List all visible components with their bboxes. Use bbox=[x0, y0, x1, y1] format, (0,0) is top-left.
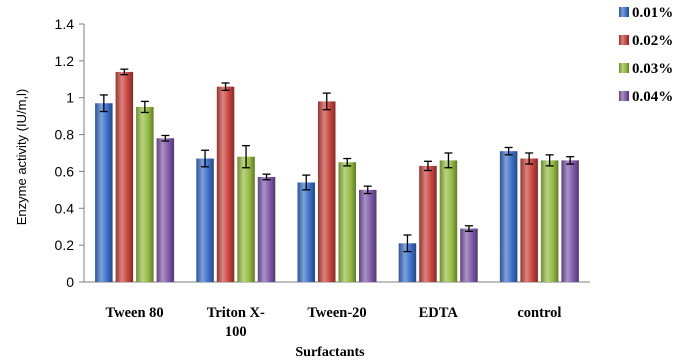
error-bar bbox=[262, 173, 271, 181]
legend-item: 0.02% bbox=[619, 33, 673, 49]
bar-0_04pct bbox=[561, 160, 579, 282]
bar-0_02pct bbox=[520, 158, 538, 282]
bar-0_03pct bbox=[540, 160, 559, 282]
error-bar bbox=[545, 154, 554, 167]
y-tick-label: 0.8 bbox=[55, 127, 75, 143]
error-bar bbox=[464, 225, 473, 232]
error-bar bbox=[423, 160, 432, 172]
error-bar bbox=[444, 152, 453, 169]
bar-0_03pct bbox=[237, 156, 255, 282]
bar-group bbox=[95, 68, 175, 283]
bar-group bbox=[398, 152, 478, 282]
bar-0_02pct bbox=[419, 165, 437, 282]
bar-group bbox=[297, 92, 377, 283]
y-tick-label: 0.2 bbox=[55, 237, 75, 253]
bar-0_02pct bbox=[115, 71, 134, 283]
bar-0_04pct bbox=[257, 176, 276, 282]
bar-0_04pct bbox=[359, 189, 377, 282]
x-category-label: EDTA bbox=[419, 305, 459, 321]
legend-label: 0.04% bbox=[632, 89, 673, 105]
y-tick-label: 1.2 bbox=[55, 53, 75, 69]
legend-swatch bbox=[619, 7, 629, 17]
y-axis-title: Enzyme activity (IU/m,l) bbox=[14, 89, 29, 226]
error-bar bbox=[120, 68, 129, 76]
error-bar bbox=[322, 92, 331, 111]
bar-0_04pct bbox=[460, 228, 478, 282]
error-bar bbox=[363, 185, 372, 195]
y-tick-label: 1.4 bbox=[55, 16, 75, 32]
error-bar bbox=[566, 156, 575, 165]
error-bar bbox=[525, 152, 534, 165]
x-category-label: Triton X- bbox=[207, 305, 265, 321]
error-bar bbox=[302, 174, 311, 191]
error-bar bbox=[403, 234, 412, 253]
bar-0_01pct bbox=[297, 182, 315, 282]
legend-label: 0.02% bbox=[632, 33, 673, 49]
error-bar bbox=[140, 100, 149, 114]
bar-0_04pct bbox=[156, 138, 175, 282]
error-bar bbox=[161, 134, 170, 142]
bar-0_01pct bbox=[398, 243, 417, 282]
x-axis-title: Surfactants bbox=[295, 345, 365, 360]
bar-group bbox=[499, 146, 579, 282]
bar-group bbox=[196, 82, 276, 283]
x-category-label: control bbox=[517, 305, 561, 321]
bar-0_03pct bbox=[439, 160, 458, 282]
error-bar bbox=[201, 149, 210, 168]
legend-item: 0.03% bbox=[619, 61, 673, 77]
bar-0_03pct bbox=[338, 162, 356, 282]
legend: 0.01% 0.02% 0.03% 0.04% bbox=[619, 5, 673, 105]
error-bar bbox=[343, 157, 352, 167]
axes: 0 0.2 0.4 0.6 0.8 1 1.2 1.4 Enzyme activity (IU/… bbox=[14, 16, 590, 290]
bars bbox=[95, 68, 579, 283]
legend-item: 0.01% bbox=[619, 5, 673, 21]
bar-0_01pct bbox=[499, 151, 518, 282]
bar-0_02pct bbox=[318, 101, 336, 283]
labels: Tween 80 Triton X- 100 Tween-20 EDTA control S… bbox=[106, 305, 562, 360]
legend-swatch bbox=[619, 63, 629, 73]
bar-0_01pct bbox=[95, 103, 113, 282]
legend-label: 0.03% bbox=[632, 61, 673, 77]
bar-0_03pct bbox=[136, 106, 154, 282]
x-category-label: Tween-20 bbox=[307, 305, 366, 321]
y-tick-label: 0 bbox=[66, 274, 74, 290]
legend-swatch bbox=[619, 91, 629, 101]
bar-0_02pct bbox=[216, 86, 235, 283]
error-bar bbox=[242, 144, 251, 169]
error-bar bbox=[221, 82, 230, 91]
error-bar bbox=[504, 146, 513, 156]
x-category-label: 100 bbox=[225, 324, 247, 340]
y-tick-label: 1 bbox=[66, 90, 74, 106]
y-tick-label: 0.6 bbox=[55, 163, 75, 179]
error-bar bbox=[99, 94, 108, 113]
bar-0_01pct bbox=[196, 158, 214, 282]
x-category-label: Tween 80 bbox=[106, 305, 164, 321]
legend-swatch bbox=[619, 35, 629, 45]
legend-label: 0.01% bbox=[632, 5, 673, 21]
y-tick-label: 0.4 bbox=[55, 200, 75, 216]
legend-item: 0.04% bbox=[619, 89, 673, 105]
